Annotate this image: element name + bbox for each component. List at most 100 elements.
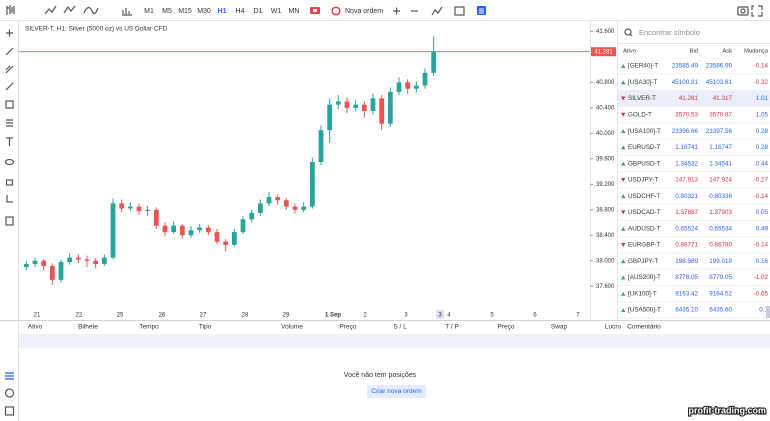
change: -0.14 <box>754 63 769 70</box>
candle-body <box>257 203 263 213</box>
chart-type-icon[interactable] <box>6 5 15 15</box>
bid: 3570.53 <box>675 111 698 118</box>
watermark: profit-trading.com <box>689 405 767 415</box>
up-arrow <box>621 259 626 264</box>
create-order-button[interactable] <box>367 385 426 398</box>
channel-tool[interactable] <box>5 65 14 74</box>
fullscreen-icon[interactable] <box>751 5 763 17</box>
bid: 1.16741 <box>675 144 698 151</box>
timeframe-button[interactable]: H4 <box>236 8 245 15</box>
candle-body <box>231 232 237 245</box>
y-tick-label: 37.600 <box>596 284 615 290</box>
eye-tool[interactable] <box>4 158 15 166</box>
journal-tab[interactable] <box>4 406 15 416</box>
lock-tool[interactable] <box>5 179 14 186</box>
change: -0.32 <box>754 79 769 86</box>
bid: 0.80321 <box>675 193 698 200</box>
timeframe-button[interactable]: H1 <box>218 8 227 15</box>
ask: 0.86780 <box>709 242 732 249</box>
symbol[interactable]: [UK100]-T <box>628 290 657 297</box>
template-icon[interactable] <box>454 6 465 16</box>
down-arrow <box>621 112 626 117</box>
timeframe-button[interactable]: M30 <box>197 8 211 15</box>
candle-body <box>67 257 73 263</box>
history-tab[interactable] <box>4 388 15 398</box>
timeframe-button[interactable]: M1 <box>144 8 154 15</box>
candle-body <box>179 225 185 236</box>
positions-header: Volume <box>281 324 303 331</box>
y-tick-label: 38.000 <box>596 258 615 264</box>
measure-tool[interactable] <box>6 195 13 203</box>
symbol[interactable]: GBPJPY-T <box>628 258 658 265</box>
y-tick-label: 38.400 <box>596 233 615 239</box>
crosshair-date-badge <box>436 310 444 319</box>
symbol[interactable]: GBPUSD-T <box>628 160 661 167</box>
trash-tool[interactable] <box>5 216 14 226</box>
order-icon[interactable] <box>331 6 341 16</box>
up-arrow <box>621 308 626 313</box>
candle-body <box>370 98 376 112</box>
y-tick-label: 38.800 <box>596 207 615 213</box>
symbol[interactable]: [USA500]-T <box>628 307 661 314</box>
y-tick-label: 40.400 <box>596 105 615 111</box>
crosshair-tool[interactable] <box>6 29 13 37</box>
symbol[interactable]: [GER40]-T <box>628 63 658 70</box>
curve-icon[interactable] <box>83 6 99 15</box>
current-price-label: 41.281 <box>594 49 613 55</box>
timeframe-button[interactable]: M15 <box>178 8 192 15</box>
timeframe-button[interactable]: D1 <box>254 8 263 15</box>
search-input[interactable]: Encontrar símbolo <box>639 28 700 37</box>
x-tick-label: 5 <box>490 313 494 319</box>
symbol[interactable]: USDJPY-T <box>628 177 658 184</box>
symbol[interactable]: EURGBP-T <box>628 242 661 249</box>
search-icon <box>624 28 632 36</box>
timeframe-button[interactable]: M5 <box>162 8 172 15</box>
watchlist-header: Bid <box>690 49 698 55</box>
ask: 0.80336 <box>709 193 732 200</box>
candle-body <box>93 260 99 264</box>
new-order-button[interactable]: Nova ordem <box>345 8 383 15</box>
screenshot-icon[interactable] <box>737 6 749 16</box>
candle-body <box>301 206 307 210</box>
positions-tab[interactable] <box>5 372 14 380</box>
fib-tool[interactable] <box>6 119 13 127</box>
zoom-in[interactable] <box>393 7 400 15</box>
bars-icon[interactable] <box>122 8 132 16</box>
indicators-icon[interactable] <box>431 6 443 16</box>
symbol[interactable]: [USA100]-T <box>628 128 661 135</box>
brush-tool[interactable] <box>5 82 14 91</box>
candle-body <box>223 241 229 245</box>
empty-message: Você não tem posições <box>344 372 417 379</box>
symbol[interactable]: EURUSD-T <box>628 144 661 151</box>
text-tool[interactable] <box>6 137 13 146</box>
symbol[interactable]: GOLD-T <box>628 111 652 118</box>
selected-row <box>618 90 770 107</box>
timeframe-button[interactable]: MN <box>289 8 300 15</box>
symbol[interactable]: [AUS200]-T <box>628 274 661 281</box>
bid: 0.65524 <box>675 225 698 232</box>
symbol[interactable]: USDCAD-T <box>628 209 661 216</box>
timeframe-button[interactable]: W1 <box>271 8 282 15</box>
trend-icon[interactable] <box>63 5 76 14</box>
line-tool[interactable] <box>5 47 14 56</box>
bid: 1.34532 <box>675 160 698 167</box>
change: 0.49 <box>756 225 769 232</box>
create-order-label[interactable]: Criar nova ordem <box>371 388 421 395</box>
candle-body <box>32 260 38 264</box>
down-arrow <box>621 96 626 101</box>
screenshot-lens <box>740 8 746 14</box>
up-arrow <box>621 194 626 199</box>
shape-tool[interactable] <box>5 100 14 109</box>
change: 0.16 <box>756 258 769 265</box>
symbol[interactable]: AUDUSD-T <box>628 225 661 232</box>
down-arrow <box>621 177 626 182</box>
candle-body <box>422 72 428 86</box>
up-arrow <box>621 80 626 85</box>
symbol[interactable]: USDCHF-T <box>628 193 660 200</box>
candle-body <box>283 200 289 207</box>
x-tick-label: 6 <box>533 313 537 319</box>
ask: 1.16747 <box>709 144 732 151</box>
symbol[interactable]: [USA30]-T <box>628 79 658 86</box>
line-icon[interactable] <box>44 5 57 15</box>
symbol[interactable]: SILVER-T <box>628 95 656 102</box>
